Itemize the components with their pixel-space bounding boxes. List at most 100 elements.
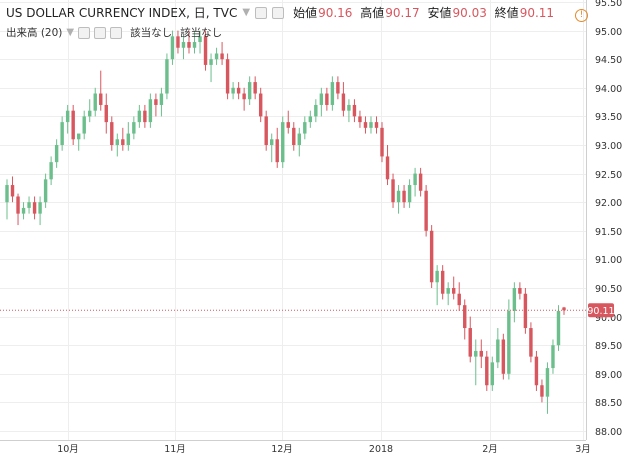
candle: [21, 207, 26, 214]
candle: [203, 36, 208, 65]
candle: [303, 122, 307, 134]
candle: [137, 110, 142, 123]
candle: [275, 139, 279, 163]
candle: [556, 310, 561, 346]
candle: [38, 202, 42, 214]
x-tick-label: 3月: [575, 444, 591, 455]
candle: [474, 350, 478, 357]
settings-icon[interactable]: [272, 6, 285, 19]
high-value: 90.17: [385, 6, 420, 20]
eye-icon[interactable]: [78, 26, 91, 39]
candle: [446, 288, 450, 294]
low-value: 90.03: [452, 6, 487, 20]
candle: [49, 162, 53, 180]
chevron-down-icon[interactable]: ▼: [66, 27, 75, 38]
candle: [540, 385, 544, 397]
candle: [236, 87, 241, 94]
candle: [463, 305, 467, 329]
candle: [220, 53, 224, 60]
symbol-title[interactable]: US DOLLAR CURRENCY INDEX, 日, TVC: [6, 6, 238, 20]
candle: [104, 104, 108, 123]
candle: [10, 185, 15, 197]
y-tick-label: 91.50: [595, 227, 622, 238]
close-icon[interactable]: [110, 26, 123, 39]
volume-label[interactable]: 出来高 (20): [6, 27, 63, 39]
candle: [82, 116, 86, 134]
candle: [65, 110, 70, 123]
candle: [187, 42, 191, 48]
candle: [231, 87, 235, 94]
candle: [308, 116, 313, 123]
candle: [27, 202, 31, 208]
candle: [54, 145, 59, 163]
x-tick-label: 2月: [482, 444, 498, 455]
candle: [418, 173, 423, 191]
candle: [258, 93, 263, 117]
y-tick-label: 88.50: [595, 398, 622, 409]
y-tick-label: 93.00: [595, 141, 622, 152]
candle: [518, 288, 522, 294]
y-tick-label: 90.00: [595, 313, 622, 324]
volume-legend: 出来高 (20) ▼ 該当なし 該当なし: [6, 25, 222, 40]
y-tick-label: 95.50: [595, 0, 622, 9]
candle: [468, 328, 472, 357]
candle: [490, 362, 495, 386]
candle: [507, 310, 511, 374]
candle: [148, 99, 153, 123]
y-tick-label: 91.00: [595, 255, 622, 266]
settings-icon[interactable]: [94, 26, 107, 39]
candle: [297, 133, 301, 145]
close-label: 終値: [494, 6, 519, 20]
candle: [369, 122, 373, 128]
candle: [76, 133, 81, 140]
candle: [154, 99, 158, 105]
candle: [132, 122, 136, 134]
candle: [198, 36, 202, 43]
price-badge: [588, 303, 614, 318]
x-tick-label: 10月: [57, 444, 79, 455]
candle: [253, 82, 257, 94]
candle: [413, 173, 417, 186]
candle: [225, 59, 230, 94]
candle: [385, 156, 390, 180]
y-tick-label: 94.50: [595, 55, 622, 66]
warning-icon[interactable]: !: [575, 9, 588, 22]
candle: [181, 42, 186, 48]
y-tick-label: 94.00: [595, 84, 622, 95]
eye-icon[interactable]: [255, 6, 268, 19]
x-tick-label: 12月: [271, 444, 293, 455]
candle: [336, 82, 340, 94]
candle: [440, 270, 445, 294]
candle: [512, 288, 517, 311]
candle: [374, 122, 379, 128]
candle: [43, 179, 48, 203]
candle: [501, 339, 506, 374]
candle: [457, 293, 461, 306]
candle: [247, 82, 252, 100]
candle: [534, 356, 539, 386]
candle: [192, 42, 197, 48]
candle: [523, 293, 528, 329]
candle: [99, 93, 103, 105]
candle: [165, 59, 169, 94]
y-tick-label: 88.00: [595, 427, 622, 438]
candle: [325, 93, 329, 105]
candle: [121, 139, 125, 145]
candle: [214, 53, 219, 60]
ohlc-readout: 始値90.16 高値90.17 安値90.03 終値90.11: [289, 4, 554, 21]
candle: [93, 93, 97, 111]
candle: [115, 139, 120, 145]
candle: [110, 122, 114, 145]
candle: [496, 339, 500, 363]
candle: [242, 93, 246, 100]
candle: [435, 270, 439, 283]
chevron-down-icon[interactable]: ▼: [242, 7, 251, 18]
open-label: 始値: [293, 6, 318, 20]
candle: [352, 104, 357, 117]
candle: [402, 190, 406, 203]
candle: [314, 104, 318, 117]
volume-value-1: 該当なし: [130, 27, 173, 39]
candle: [209, 59, 213, 65]
volume-value-2: 該当なし: [180, 27, 223, 39]
